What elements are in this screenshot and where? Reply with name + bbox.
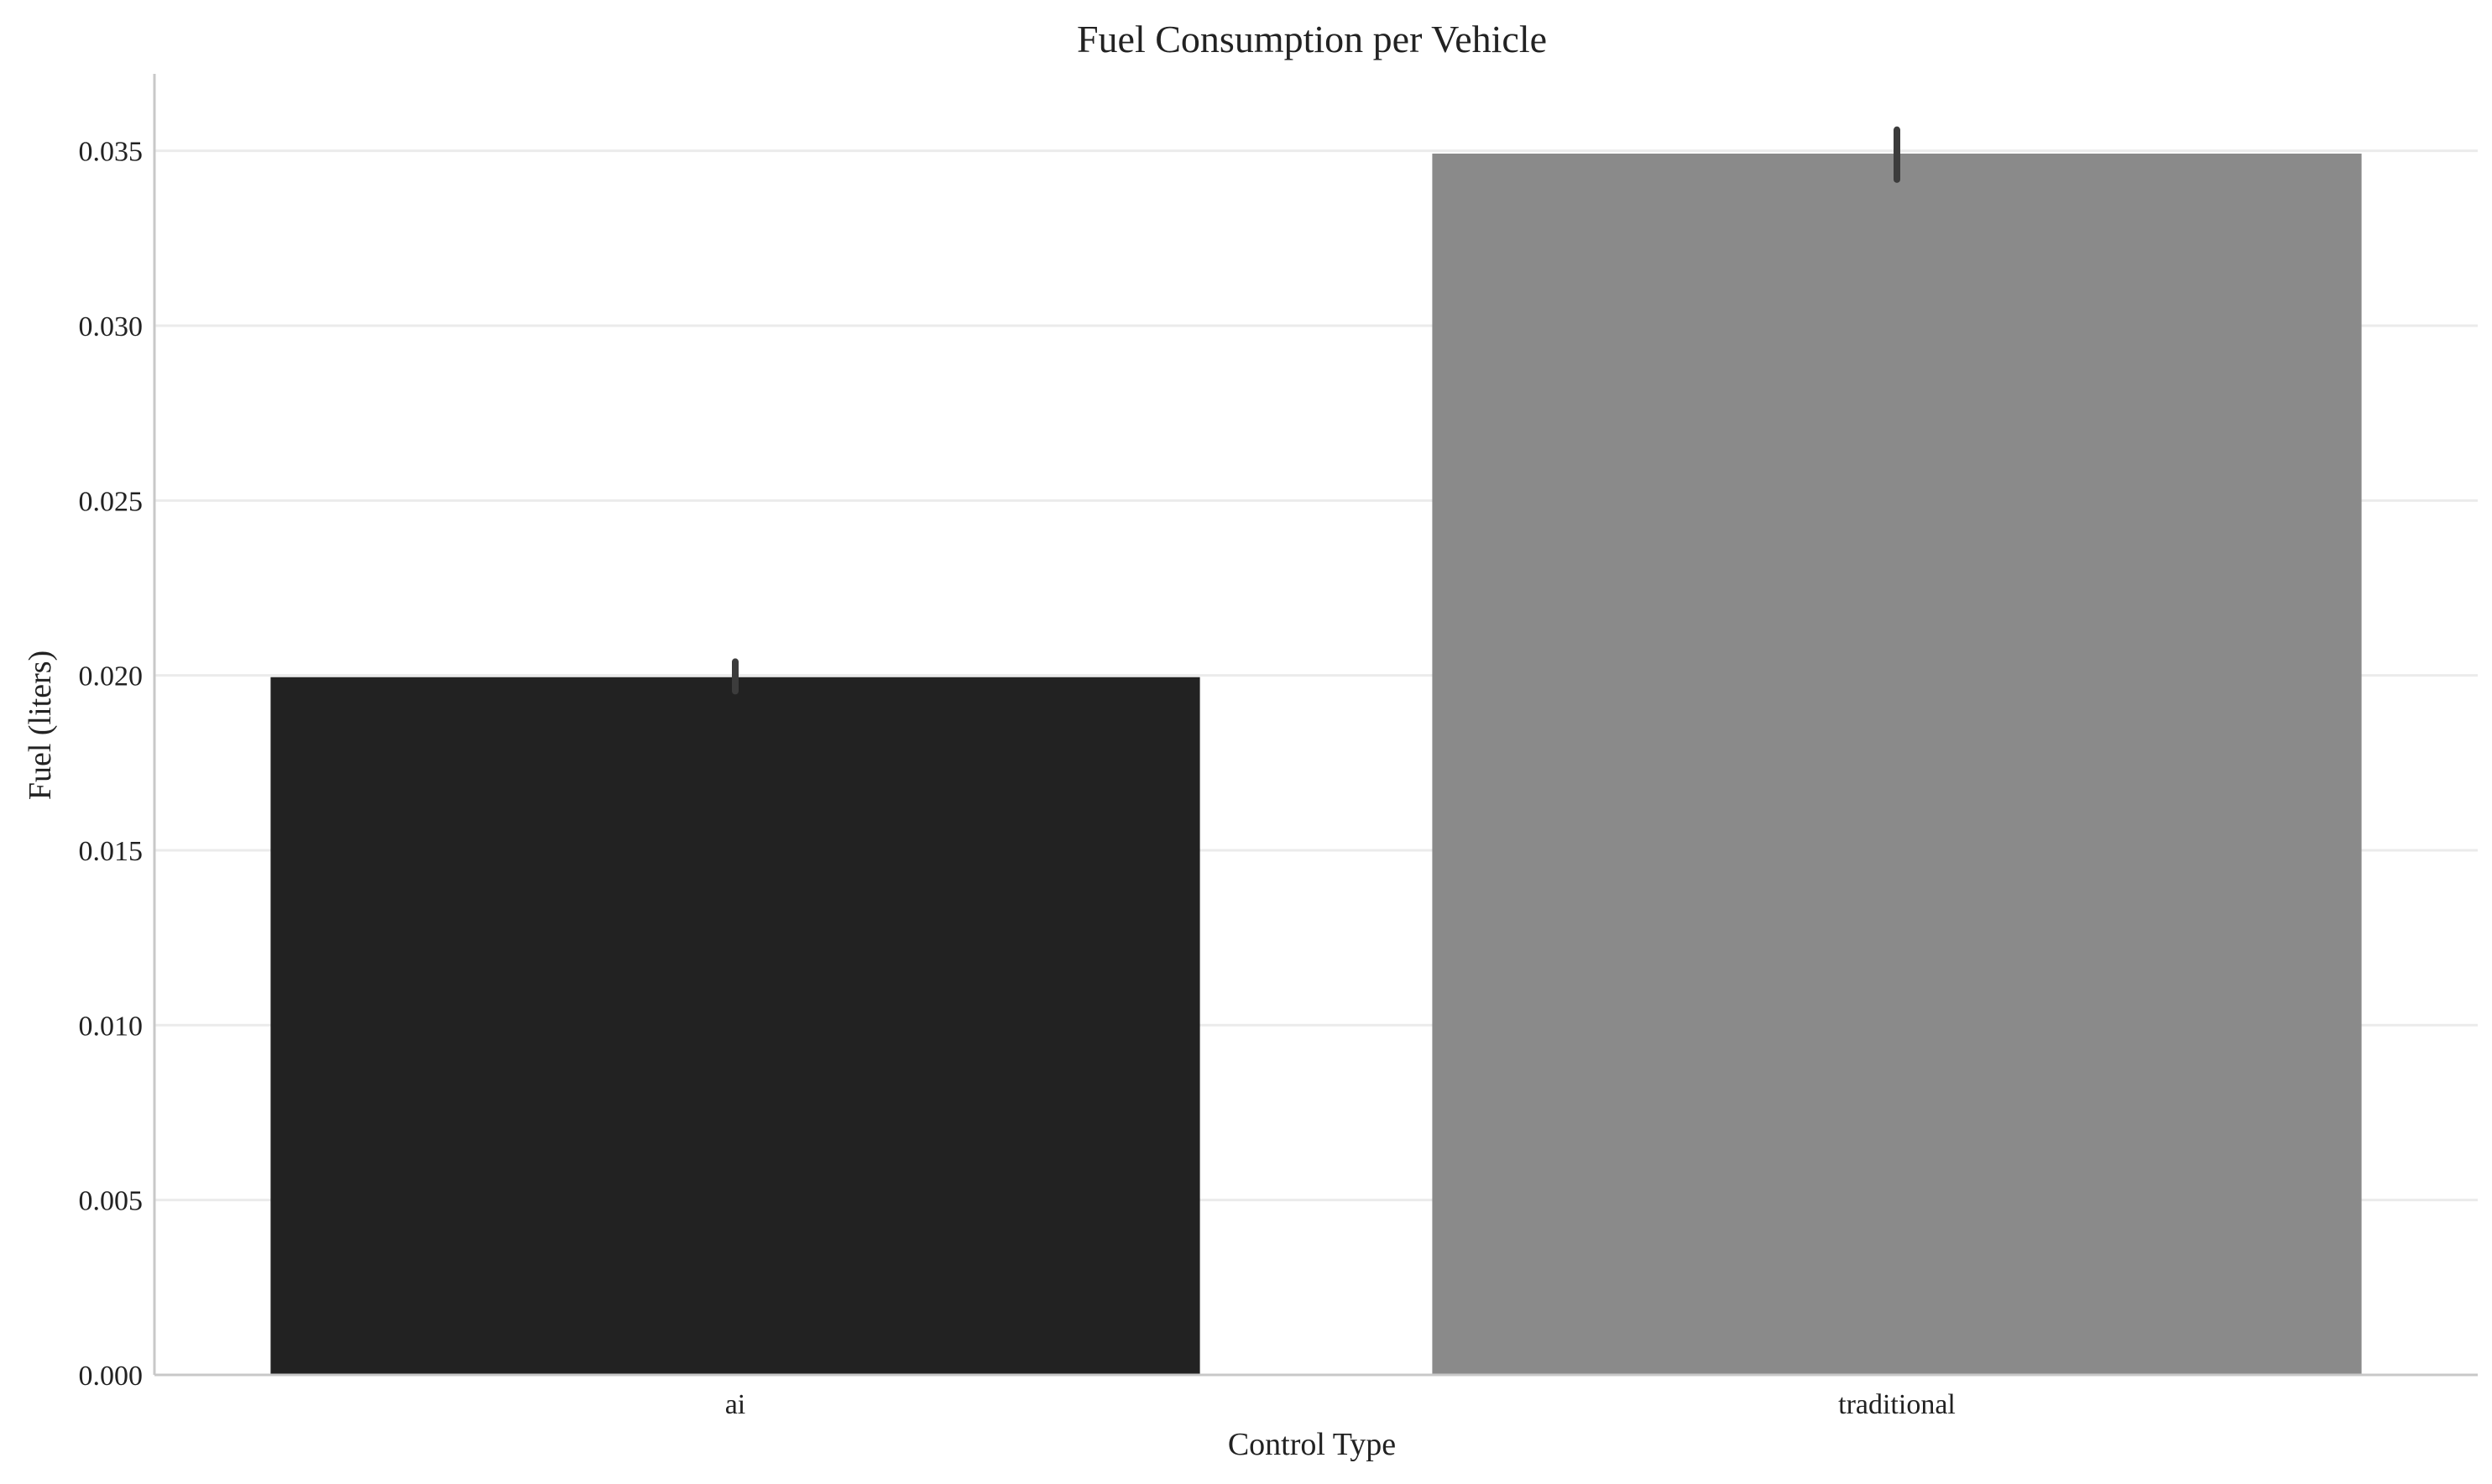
x-tick-labels: ai traditional [725, 1389, 1956, 1420]
bars [270, 154, 2362, 1375]
y-tick-label: 0.005 [79, 1186, 144, 1217]
y-tick-label: 0.010 [79, 1011, 144, 1042]
y-axis-label: Fuel (liters) [23, 651, 58, 800]
y-tick-label: 0.035 [79, 137, 144, 168]
y-tick-label: 0.030 [79, 311, 144, 342]
error-bars [732, 126, 1900, 695]
bar-ai [270, 677, 1200, 1375]
x-tick-label: traditional [1838, 1389, 1956, 1420]
y-tick-label: 0.000 [79, 1361, 144, 1392]
axis-spines [153, 74, 2478, 1377]
x-axis-label: Control Type [1228, 1427, 1396, 1462]
bar-traditional [1432, 154, 2362, 1375]
y-tick-label: 0.025 [79, 486, 144, 517]
y-tick-labels: 0.000 0.005 0.010 0.015 0.020 0.025 0.030 0.035 [79, 137, 144, 1392]
x-tick-label: ai [725, 1389, 746, 1420]
y-tick-label: 0.020 [79, 661, 144, 692]
chart-title: Fuel Consumption per Vehicle [1077, 18, 1547, 60]
y-tick-label: 0.015 [79, 836, 144, 867]
